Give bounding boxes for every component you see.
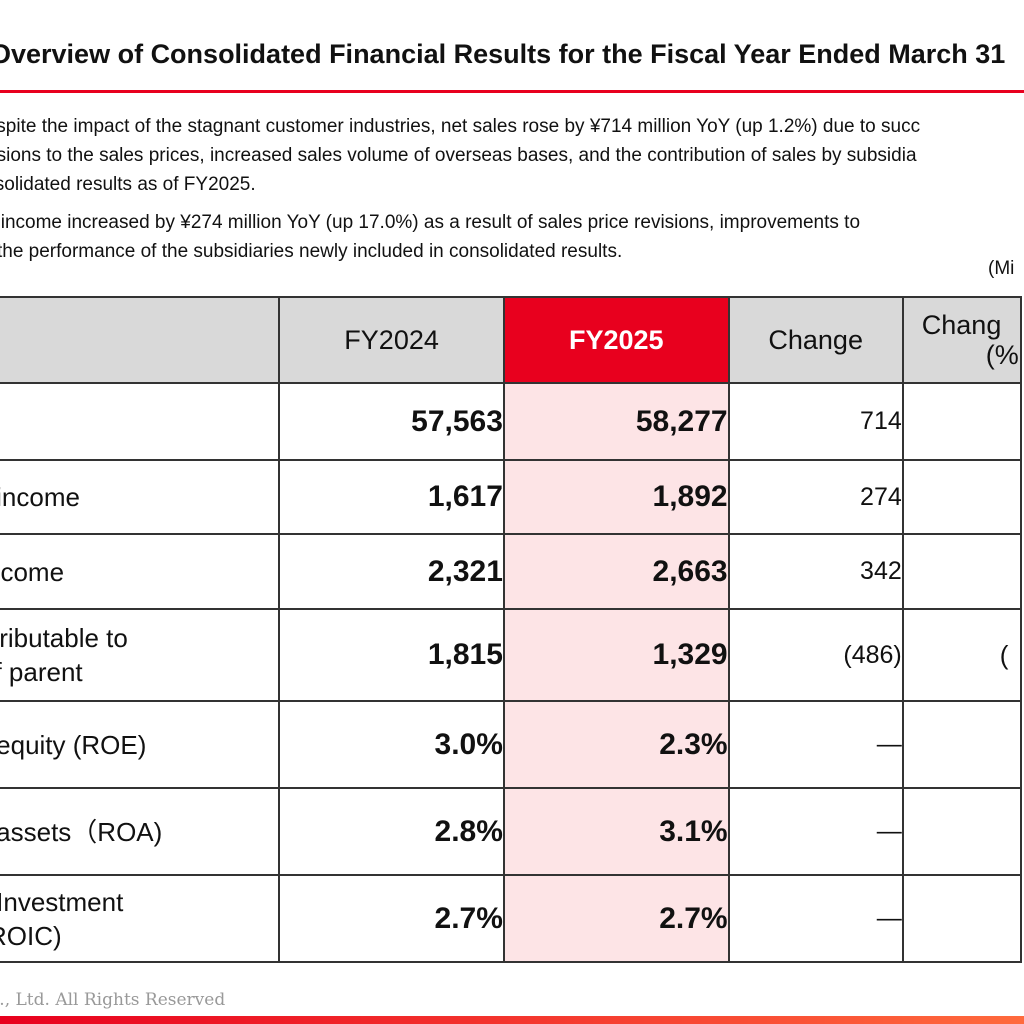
paragraph-line: and the performance of the subsidiaries … xyxy=(0,241,623,262)
paragraph-line: Operating income increased by ¥274 milli… xyxy=(0,212,861,233)
fy2025-value: 2,663 xyxy=(502,533,730,610)
row-label: ng income xyxy=(0,459,281,535)
table-row: tributable to of parent 1,815 1,329 (486… xyxy=(0,608,1023,702)
table-header-row: FY2024 FY2025 Change Chang (% xyxy=(0,296,1023,384)
row-label: on assets（ROA) xyxy=(0,787,281,876)
change-value: 274 xyxy=(727,459,904,535)
change-pct-value xyxy=(901,787,1023,876)
change-pct-value xyxy=(901,533,1023,610)
financial-results-table: FY2024 FY2025 Change Chang (% es 57,563 … xyxy=(0,296,1023,963)
header-fy2024: FY2024 xyxy=(278,296,505,384)
row-label: es xyxy=(0,382,281,461)
change-value: 714 xyxy=(727,382,904,461)
page-title: Overview of Consolidated Financial Resul… xyxy=(0,36,1024,72)
row-label: on equity (ROE) xyxy=(0,700,281,789)
fy2024-value: 2.8% xyxy=(278,787,505,876)
change-value: (486) xyxy=(727,608,904,702)
header-change-pct: Chang (% xyxy=(901,296,1023,384)
header-change: Change xyxy=(727,296,904,384)
fy2025-value: 1,329 xyxy=(502,608,730,702)
fy2025-value: 1,892 xyxy=(502,459,730,535)
change-value: — xyxy=(727,700,904,789)
table-row: on assets（ROA) 2.8% 3.1% — xyxy=(0,787,1023,876)
table-row: y income 2,321 2,663 342 xyxy=(0,533,1023,610)
title-underline xyxy=(0,90,1024,93)
summary-paragraph-operating-income: Operating income increased by ¥274 milli… xyxy=(0,208,1024,266)
change-pct-value xyxy=(901,382,1023,461)
unit-note: (Mi xyxy=(988,258,1015,279)
fy2025-value: 3.1% xyxy=(502,787,730,876)
table-row: es 57,563 58,277 714 xyxy=(0,382,1023,461)
change-value: — xyxy=(727,874,904,963)
summary-paragraph-sales: Despite the impact of the stagnant custo… xyxy=(0,112,1024,199)
change-pct-value xyxy=(901,459,1023,535)
table-row: on Investment ROIC) 2.7% 2.7% — xyxy=(0,874,1023,963)
change-value: 342 xyxy=(727,533,904,610)
change-pct-value xyxy=(901,874,1023,963)
fy2024-value: 2.7% xyxy=(278,874,505,963)
header-item xyxy=(0,296,281,384)
table-row: on equity (ROE) 3.0% 2.3% — xyxy=(0,700,1023,789)
bottom-accent-bar xyxy=(0,1016,1024,1024)
paragraph-line: Despite the impact of the stagnant custo… xyxy=(0,116,921,137)
row-label: y income xyxy=(0,533,281,610)
copyright-text: n Co., Ltd. All Rights Reserved xyxy=(0,990,226,1010)
copyright-footer: n Co., Ltd. All Rights Reserved xyxy=(0,990,265,1010)
change-pct-value: ( xyxy=(901,608,1023,702)
fy2024-value: 2,321 xyxy=(278,533,505,610)
row-label: tributable to of parent xyxy=(0,608,281,702)
paragraph-line: revisions to the sales prices, increased… xyxy=(0,145,917,166)
fy2025-value: 58,277 xyxy=(502,382,730,461)
change-value: — xyxy=(727,787,904,876)
fy2024-value: 1,815 xyxy=(278,608,505,702)
fy2025-value: 2.3% xyxy=(502,700,730,789)
paragraph-line: included in consolidated results as of F… xyxy=(0,174,256,195)
fy2024-value: 57,563 xyxy=(278,382,505,461)
fy2024-value: 3.0% xyxy=(278,700,505,789)
header-fy2025: FY2025 xyxy=(502,296,730,384)
fy2025-value: 2.7% xyxy=(502,874,730,963)
page-title-text: Overview of Consolidated Financial Resul… xyxy=(0,39,1006,69)
row-label: on Investment ROIC) xyxy=(0,874,281,963)
table-row: ng income 1,617 1,892 274 xyxy=(0,459,1023,535)
change-pct-value xyxy=(901,700,1023,789)
fy2024-value: 1,617 xyxy=(278,459,505,535)
